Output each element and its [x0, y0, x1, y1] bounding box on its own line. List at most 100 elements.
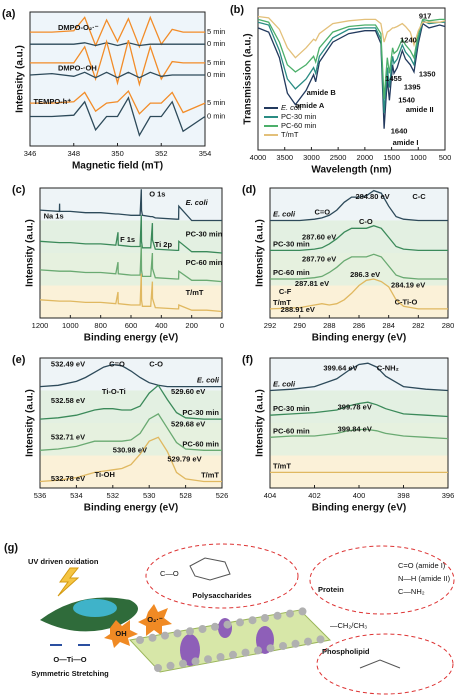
- x-tick-label: 536: [34, 491, 47, 500]
- series-band: [270, 285, 448, 318]
- x-tick-label: 1000: [410, 153, 427, 162]
- x-tick-label: 398: [397, 491, 410, 500]
- series-label: 0 min: [207, 112, 225, 121]
- x-tick-label: 346: [24, 149, 37, 158]
- o2-burst: [138, 604, 172, 636]
- series-line: [29, 71, 205, 79]
- plot-frame: [39, 357, 223, 489]
- amide1-label: C=O (amide I): [398, 561, 446, 570]
- series-line: [30, 90, 206, 115]
- annotation: 399.64 eV: [323, 363, 357, 372]
- annotation: 529.79 eV: [167, 454, 201, 463]
- annotation: 1640: [391, 127, 408, 136]
- x-tick-label: 290: [293, 321, 306, 330]
- lipid-head: [179, 659, 187, 668]
- series-band: [270, 253, 448, 286]
- series-band: [40, 220, 222, 253]
- series-line: [257, 15, 446, 59]
- chart-panel: 404 402 400 398 396 Binding energy (eV) Intens…: [242, 354, 454, 514]
- series-line: [39, 273, 223, 313]
- series-line: [39, 189, 222, 222]
- annotation: C-O: [149, 359, 163, 368]
- plot-frame: [257, 7, 446, 151]
- poly-ellipse: [145, 543, 299, 609]
- lipid-head: [204, 655, 212, 664]
- series-label: PC-60 min: [182, 439, 219, 448]
- series-label: PC-30 min: [182, 408, 219, 417]
- series-line: [269, 428, 449, 440]
- series-label: T/mT: [186, 288, 204, 297]
- annotation: 399.84 eV: [338, 424, 372, 433]
- legend-label: E. coli: [281, 103, 302, 112]
- x-tick-label: 526: [216, 491, 229, 500]
- x-axis-label: Magnetic field (mT): [72, 161, 163, 172]
- series-line: [30, 42, 205, 47]
- series-line: [39, 215, 223, 254]
- series-line: [269, 401, 449, 418]
- lipid-head: [198, 625, 207, 633]
- lipid-head: [173, 629, 182, 638]
- x-tick-label: 282: [412, 321, 425, 330]
- x-tick-label: 500: [439, 153, 452, 162]
- x-axis-label: Wavelength (nm): [311, 165, 391, 176]
- phospho-bond: [359, 659, 401, 669]
- panel-label: (e): [12, 354, 26, 366]
- x-tick-label: 352: [155, 149, 168, 158]
- series-line: [30, 96, 206, 137]
- series-label: T/mT: [273, 461, 291, 470]
- annotation: 287.60 eV: [302, 232, 336, 241]
- chart-panel: 346 348 350 352 354 Magnetic field (mT) Intens…: [2, 8, 225, 172]
- annotation: 529.60 eV: [171, 387, 205, 396]
- annotation: amide B: [307, 88, 337, 97]
- annotation: 286.3 eV: [350, 270, 380, 279]
- lipid-head: [191, 657, 200, 666]
- membrane-protein: [218, 618, 232, 638]
- series-line: [39, 363, 222, 388]
- lipid-head: [273, 611, 282, 620]
- series-band: [270, 188, 448, 221]
- series-line: [39, 384, 222, 420]
- annotation: 287.81 eV: [295, 279, 329, 288]
- x-tick-label: 288: [323, 321, 336, 330]
- lipid-head: [236, 618, 244, 627]
- poly-label: Polysaccharides: [192, 591, 251, 600]
- bacterium-core: [73, 599, 117, 617]
- annotation: Ti-O-Ti: [102, 387, 126, 396]
- series-label: E. coli: [273, 379, 296, 388]
- annotation: 1350: [419, 70, 436, 79]
- x-tick-label: 800: [94, 321, 107, 330]
- annotation: 532.49 eV: [51, 359, 85, 368]
- cnh2-label: C—NH₂: [398, 587, 425, 596]
- x-tick-label: 2500: [330, 153, 347, 162]
- oti-label: O—Ti—O: [53, 655, 86, 664]
- lipid-head: [266, 644, 275, 653]
- panel-label: (g): [4, 542, 18, 554]
- series-line: [39, 413, 222, 451]
- series-label: 5 min: [207, 58, 225, 67]
- annotation: 1455: [385, 74, 402, 83]
- x-tick-label: 3500: [276, 153, 293, 162]
- lipid-head: [316, 635, 325, 644]
- annotation: 529.68 eV: [171, 419, 205, 428]
- annotation: 530.98 eV: [113, 445, 147, 454]
- lipid-head: [291, 639, 300, 648]
- y-axis-label: Intensity (a.u.): [25, 219, 36, 287]
- annotation: C=O: [315, 208, 331, 217]
- series-label: E. coli: [273, 209, 296, 218]
- lipid-head: [216, 653, 225, 661]
- lipid-head: [154, 664, 162, 672]
- lipid-head: [254, 646, 262, 655]
- series-line: [257, 19, 445, 114]
- panel-label: (a): [2, 8, 16, 20]
- annotation: 284.80 eV: [355, 192, 389, 201]
- lipid-head: [136, 636, 144, 644]
- x-tick-label: 200: [185, 321, 198, 330]
- series-line: [269, 362, 449, 392]
- annotation: Na 1s: [44, 212, 64, 221]
- series-label: 0 min: [207, 39, 225, 48]
- protein-ellipse: [309, 545, 455, 615]
- panel-label: (c): [12, 184, 26, 196]
- y-axis-label: Intensity (a.u.): [255, 389, 266, 457]
- annotation: C-F: [279, 287, 292, 296]
- annotation: DMPO-·OH: [58, 63, 97, 72]
